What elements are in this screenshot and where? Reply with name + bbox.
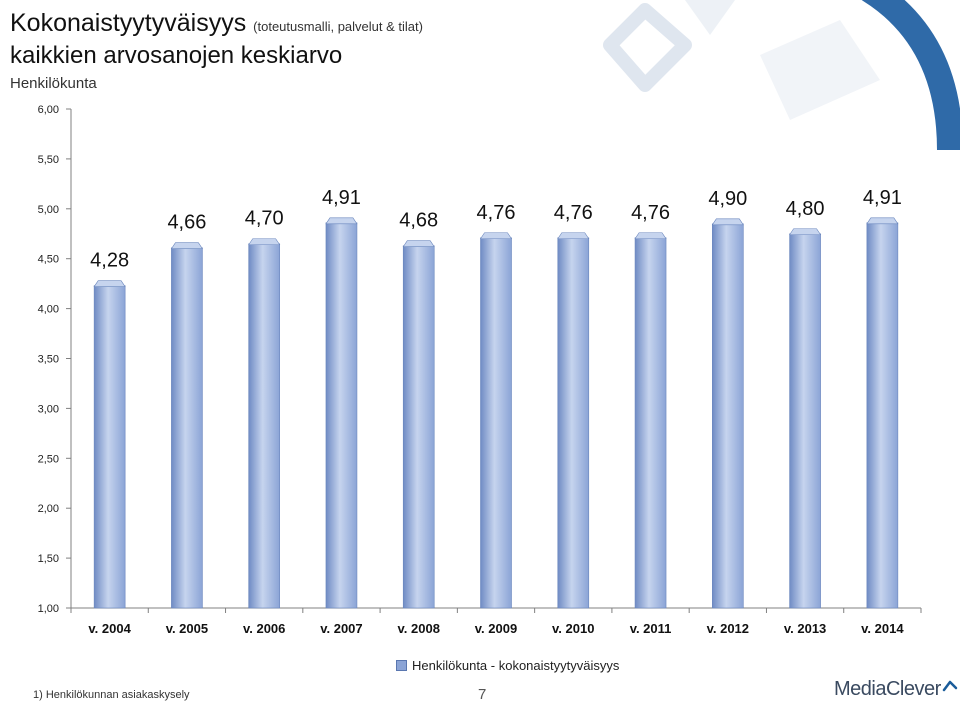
bar-top-bevel [479, 232, 513, 240]
bar-top-bevel [170, 242, 203, 250]
y-tick-label: 4,00 [38, 304, 59, 316]
footnote: 1) Henkilökunnan asiakaskysely [33, 689, 190, 701]
bar-top-bevel [711, 218, 744, 226]
bar [480, 237, 512, 609]
data-label: 4,28 [90, 250, 129, 272]
x-tick-label: v. 2004 [88, 621, 131, 636]
bar-top-bevel [557, 232, 590, 240]
data-label: 4,68 [399, 210, 438, 232]
title-block: Kokonaistyytyväisyys (toteutusmalli, pal… [10, 8, 423, 94]
bar [634, 237, 667, 609]
bar-top-bevel [789, 228, 822, 236]
x-tick-label: v. 2008 [398, 621, 440, 636]
x-tick-label: v. 2009 [475, 621, 517, 636]
y-tick-label: 3,50 [38, 354, 59, 366]
bar-top-bevel [93, 280, 126, 287]
y-tick-label: 6,00 [38, 104, 59, 116]
data-label: 4,76 [631, 202, 670, 224]
bar-top-bevel [866, 217, 899, 225]
x-tick-label: v. 2011 [630, 621, 672, 636]
logo-mark-icon [942, 680, 958, 692]
y-tick-label: 5,50 [38, 154, 59, 166]
x-tick-label: v. 2013 [784, 621, 826, 636]
x-tick-label: v. 2007 [320, 621, 362, 636]
legend: Henkilökunta - kokonaistyytyväisyys [396, 658, 619, 673]
bar [248, 243, 280, 609]
bar-top-bevel [248, 238, 281, 246]
mediaclever-logo: MediaClever [834, 678, 959, 701]
data-label: 4,90 [708, 188, 747, 210]
legend-swatch [396, 660, 407, 671]
data-label: 4,91 [322, 187, 361, 209]
title-note: (toteutusmalli, palvelut & tilat) [253, 19, 423, 34]
data-label: 4,70 [245, 208, 284, 230]
bar [557, 237, 590, 609]
y-tick-label: 5,00 [38, 204, 59, 216]
bar [789, 233, 821, 609]
legend-label: Henkilökunta - kokonaistyytyväisyys [412, 658, 620, 673]
logo-text: MediaClever [834, 678, 941, 700]
y-tick-label: 3,00 [38, 403, 59, 415]
page-number: 7 [478, 686, 487, 703]
x-tick-label: v. 2010 [552, 621, 594, 636]
bar [402, 245, 435, 609]
y-tick-label: 2,00 [38, 503, 59, 515]
bar-top-bevel [325, 217, 358, 225]
data-label: 4,66 [167, 212, 206, 234]
bar-top-bevel [634, 232, 667, 240]
bar [866, 222, 899, 609]
bar [93, 285, 126, 609]
decorative-logo-shapes [603, 0, 960, 150]
x-tick-label: v. 2012 [707, 621, 749, 636]
bar [712, 223, 744, 609]
bar [325, 222, 358, 609]
data-label: 4,80 [786, 198, 825, 220]
x-tick-label: v. 2005 [166, 621, 208, 636]
x-tick-label: v. 2006 [243, 621, 285, 636]
chart-title: Kokonaistyytyväisyys (toteutusmalli, pal… [10, 9, 423, 37]
data-label: 4,91 [863, 187, 902, 209]
data-label: 4,76 [477, 202, 516, 224]
chart-subtitle: kaikkien arvosanojen keskiarvo [10, 42, 343, 69]
bar-top-bevel [402, 240, 435, 248]
data-label: 4,76 [554, 202, 593, 224]
y-tick-label: 1,00 [38, 603, 59, 615]
chart-group-label: Henkilökunta [10, 75, 97, 92]
y-tick-label: 2,50 [38, 453, 59, 465]
x-tick-label: v. 2014 [861, 621, 904, 636]
bar [171, 247, 203, 609]
y-tick-label: 1,50 [38, 553, 59, 565]
y-tick-label: 4,50 [38, 254, 59, 266]
